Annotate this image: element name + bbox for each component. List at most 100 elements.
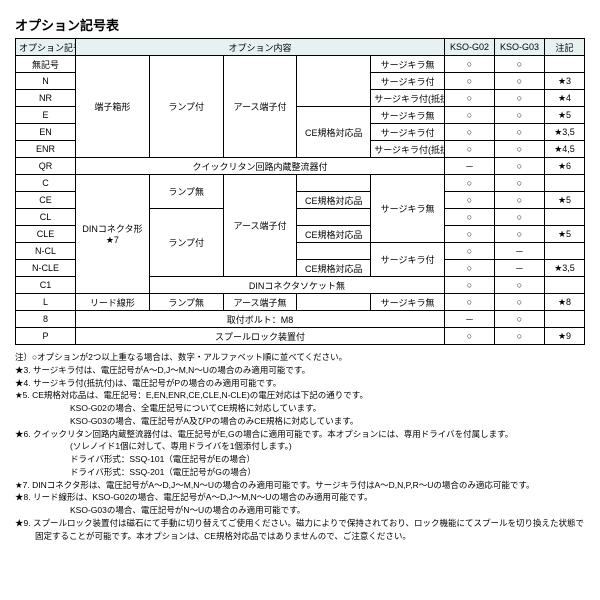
table-title: オプション記号表 <box>15 15 585 34</box>
cell: ○ <box>445 294 495 311</box>
code-cell: ENR <box>16 141 76 158</box>
cell: ★3,5 <box>545 260 585 277</box>
cell <box>297 175 371 192</box>
cell: サージキラ無 <box>371 56 445 73</box>
note-line: ★9. スプールロック装置付は磁石にて手動に切り替えてご使用ください。磁力により… <box>35 517 585 543</box>
note-line: ★6. クイックリタン回路内蔵整流器付は、電圧記号がE,Gの場合に適用可能です。… <box>35 428 585 441</box>
header-content: オプション内容 <box>76 39 445 56</box>
cell: サージキラ付(抵抗付) <box>371 90 445 107</box>
header-g03: KSO-G03 <box>495 39 545 56</box>
cell: クイックリタン回路内蔵整流器付 <box>76 158 445 175</box>
cell: CE規格対応品 <box>297 107 371 158</box>
option-table: オプション記号 オプション内容 KSO-G02 KSO-G03 注記 無記号 端… <box>15 38 585 345</box>
cell: ○ <box>495 73 545 90</box>
note-line: (ソレノイド1個に対して、専用ドライバを1個添付します。) <box>70 440 585 453</box>
cell: ★3,5 <box>545 124 585 141</box>
cell <box>545 243 585 260</box>
code-cell: N-CLE <box>16 260 76 277</box>
cell: 取付ボルト：M8 <box>76 311 445 328</box>
cell: ○ <box>445 56 495 73</box>
cell <box>545 56 585 73</box>
note-line: ★7. DINコネクタ形は、電圧記号がA～D,J～M,N～Uの場合のみ適用可能で… <box>35 479 585 492</box>
cell: ○ <box>445 209 495 226</box>
cell: スプールロック装置付 <box>76 328 445 345</box>
cell: アース端子付 <box>223 175 297 277</box>
cell: ★3 <box>545 73 585 90</box>
cell: リード線形 <box>76 294 150 311</box>
note-line: KSO-G03の場合、電圧記号がA及びPの場合のみCE規格に対応しています。 <box>70 415 585 428</box>
cell: ランプ付 <box>149 56 223 158</box>
cell: ○ <box>445 175 495 192</box>
code-cell: 8 <box>16 311 76 328</box>
cell: ランプ付 <box>149 209 223 277</box>
cell <box>297 209 371 226</box>
cell: ○ <box>495 175 545 192</box>
cell: ★5 <box>545 226 585 243</box>
cell: ○ <box>445 277 495 294</box>
cell: CE規格対応品 <box>297 260 371 277</box>
code-cell: NR <box>16 90 76 107</box>
cell: サージキラ付 <box>371 124 445 141</box>
code-cell: P <box>16 328 76 345</box>
cell: ○ <box>495 107 545 124</box>
code-cell: 無記号 <box>16 56 76 73</box>
cell: 端子箱形 <box>76 56 150 158</box>
cell: ○ <box>495 328 545 345</box>
cell: ○ <box>445 73 495 90</box>
header-g02: KSO-G02 <box>445 39 495 56</box>
notes-section: 注）○オプションが2つ以上重なる場合は、数字・アルファベット順に並べてください。… <box>15 351 585 542</box>
cell <box>545 175 585 192</box>
cell: CE規格対応品 <box>297 226 371 243</box>
note-line: KSO-G03の場合、電圧記号がN～Uの場合のみ適用可能です。 <box>70 504 585 517</box>
cell: ★5 <box>545 107 585 124</box>
cell <box>545 311 585 328</box>
cell <box>297 294 371 311</box>
cell: ○ <box>445 90 495 107</box>
cell: ○ <box>445 124 495 141</box>
cell: － <box>445 311 495 328</box>
cell: ○ <box>495 90 545 107</box>
code-cell: N-CL <box>16 243 76 260</box>
cell: ★5 <box>545 192 585 209</box>
cell: ○ <box>495 311 545 328</box>
cell: ○ <box>495 277 545 294</box>
code-cell: E <box>16 107 76 124</box>
note-line: ★4. サージキラ付(抵抗付)は、電圧記号がPの場合のみ適用可能です。 <box>35 377 585 390</box>
cell <box>297 243 371 260</box>
note-line: 注）○オプションが2つ以上重なる場合は、数字・アルファベット順に並べてください。 <box>35 351 585 364</box>
cell: ○ <box>445 243 495 260</box>
code-cell: L <box>16 294 76 311</box>
code-cell: CL <box>16 209 76 226</box>
cell <box>297 56 371 107</box>
cell <box>545 209 585 226</box>
cell: DINコネクタソケット無 <box>149 277 444 294</box>
cell: ○ <box>495 294 545 311</box>
cell: ○ <box>495 141 545 158</box>
cell: ★8 <box>545 294 585 311</box>
cell: サージキラ付(抵抗付) <box>371 141 445 158</box>
cell: ランプ無 <box>149 294 223 311</box>
cell: サージキラ無 <box>371 175 445 243</box>
cell <box>545 277 585 294</box>
cell: ○ <box>445 260 495 277</box>
cell: ○ <box>445 192 495 209</box>
header-code: オプション記号 <box>16 39 76 56</box>
cell: ★6 <box>545 158 585 175</box>
cell: ○ <box>495 192 545 209</box>
cell: ○ <box>495 158 545 175</box>
cell: サージキラ付 <box>371 243 445 277</box>
code-cell: C <box>16 175 76 192</box>
cell: アース端子付 <box>223 56 297 158</box>
cell: ○ <box>445 226 495 243</box>
cell: DINコネクタ形★7 <box>76 175 150 294</box>
cell: ○ <box>495 209 545 226</box>
cell: アース端子無 <box>223 294 297 311</box>
cell: － <box>445 158 495 175</box>
cell: CE規格対応品 <box>297 192 371 209</box>
cell: ○ <box>495 56 545 73</box>
cell: ○ <box>495 226 545 243</box>
cell: サージキラ無 <box>371 294 445 311</box>
cell: ランプ無 <box>149 175 223 209</box>
code-cell: N <box>16 73 76 90</box>
note-line: ドライバ形式：SSQ-101（電圧記号がEの場合） <box>70 453 585 466</box>
